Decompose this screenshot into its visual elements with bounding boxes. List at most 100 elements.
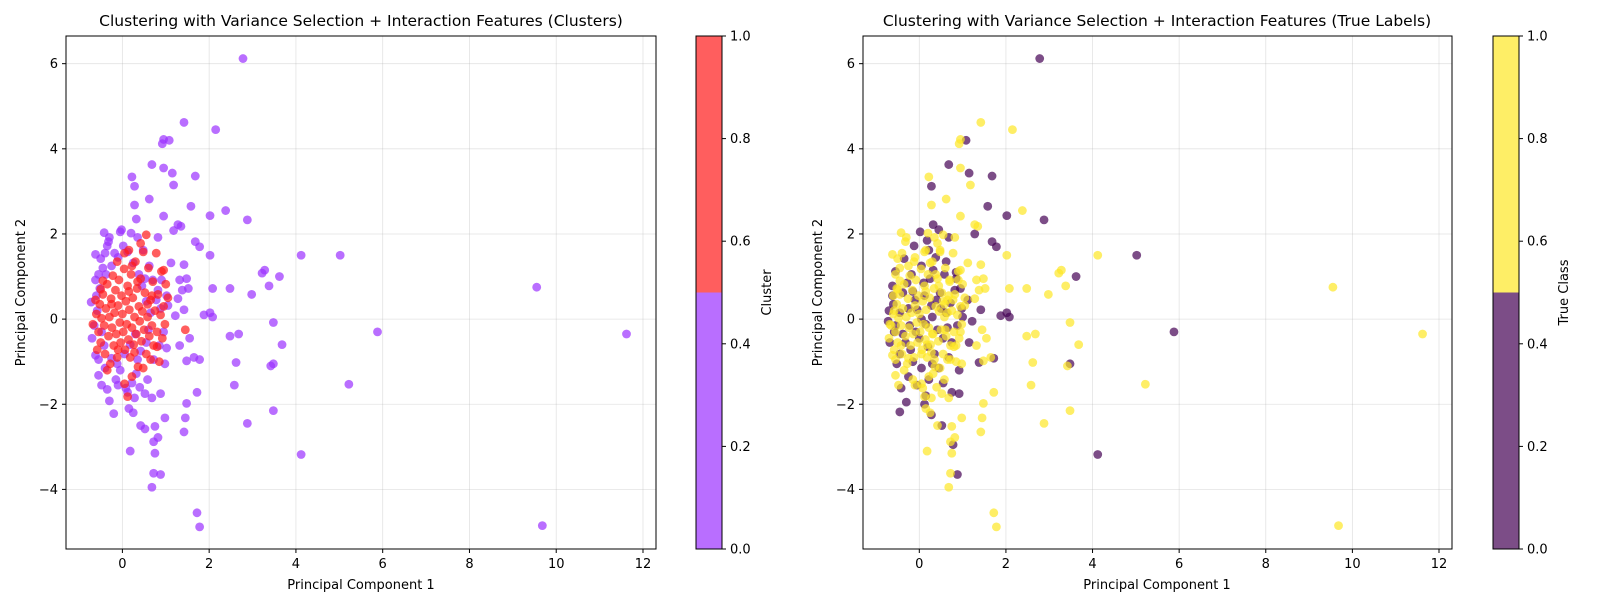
scatter-point-class-1 [113, 301, 123, 310]
scatter-point-class-0 [953, 470, 962, 479]
scatter-point-class-0 [211, 125, 221, 135]
scatter-point-class-0 [104, 396, 114, 406]
scatter-point-class-1 [938, 296, 948, 306]
scatter-point-class-0 [109, 409, 119, 419]
scatter-point-class-0 [182, 356, 192, 366]
scatter-point-class-0 [199, 310, 209, 320]
scatter-point-class-0 [102, 384, 112, 394]
scatter-point-class-1 [944, 393, 954, 403]
scatter-point-class-0 [208, 312, 218, 322]
scatter-point-class-1 [911, 275, 921, 285]
scatter-point-class-1 [97, 313, 106, 323]
y-tick-label: 4 [50, 142, 58, 157]
scatter-point-class-1 [1017, 206, 1027, 215]
scatter-point-class-1 [938, 230, 948, 240]
y-tick-label: 6 [847, 57, 855, 72]
scatter-point-class-1 [157, 333, 167, 343]
plot-frame [65, 35, 657, 550]
scatter-point-class-0 [964, 338, 974, 347]
scatter-point-class-1 [1140, 379, 1150, 389]
scatter-point-class-0 [195, 355, 205, 364]
scatter-point-class-0 [1035, 54, 1045, 63]
scatter-point-class-0 [225, 284, 235, 293]
scatter-point-class-0 [208, 284, 218, 293]
colorbar-label: Cluster [760, 269, 775, 316]
scatter-point-class-0 [179, 427, 189, 437]
scatter-point-class-1 [116, 338, 126, 347]
scatter-point-class-1 [886, 321, 896, 330]
scatter-point-class-0 [144, 194, 154, 204]
scatter-point-class-0 [622, 329, 631, 339]
colorbar-segment-low [696, 292, 722, 549]
scatter-point-class-0 [127, 378, 137, 388]
scatter-point-class-1 [947, 421, 957, 431]
scatter-point-class-1 [910, 252, 920, 262]
scatter-point-class-1 [1418, 329, 1427, 339]
scatter-point-class-0 [192, 387, 202, 397]
scatter-point-class-1 [956, 327, 965, 337]
scatter-point-class-1 [151, 248, 161, 258]
scatter-point-class-1 [156, 310, 165, 320]
scatter-point-class-1 [920, 392, 929, 401]
scatter-point-class-1 [123, 392, 132, 401]
scatter-point-class-1 [923, 228, 933, 238]
scatter-point-class-1 [927, 393, 936, 403]
scatter-point-class-0 [175, 275, 185, 285]
y-tick-label: −2 [39, 398, 58, 413]
scatter-point-class-1 [114, 275, 124, 285]
scatter-point-class-1 [895, 276, 905, 286]
true-labels-panel: Clustering with Variance Selection + Int… [811, 12, 1572, 593]
scatter-point-class-1 [991, 522, 1001, 532]
colorbar-tick-label: 0.8 [1527, 132, 1548, 147]
x-tick-label: 4 [1088, 557, 1096, 572]
scatter-point-class-0 [901, 397, 911, 407]
scatter-point-class-0 [242, 215, 252, 225]
scatter-point-class-1 [180, 325, 190, 335]
scatter-point-class-0 [130, 181, 139, 191]
scatter-point-class-1 [925, 408, 935, 418]
scatter-point-class-1 [896, 321, 906, 330]
scatter-point-class-0 [167, 168, 177, 178]
scatter-point-class-1 [127, 372, 137, 381]
scatter-point-class-1 [112, 353, 122, 362]
scatter-point-class-1 [972, 275, 981, 285]
scatter-point-class-1 [901, 237, 910, 247]
scatter-point-class-0 [159, 163, 169, 173]
scatter-point-class-1 [953, 275, 963, 285]
scatter-point-class-1 [924, 172, 934, 182]
scatter-point-class-1 [102, 365, 112, 375]
scatter-point-class-0 [296, 250, 306, 260]
scatter-point-class-1 [989, 387, 999, 397]
scatter-point-class-0 [195, 242, 205, 252]
scatter-point-class-1 [1039, 419, 1049, 428]
scatter-point-class-1 [904, 261, 913, 271]
scatter-point-class-0 [157, 139, 167, 149]
scatter-point-class-1 [956, 163, 965, 173]
colorbar-tick-label: 0.0 [1527, 543, 1548, 558]
scatter-point-class-0 [205, 211, 215, 221]
colorbar-tick-label: 0.4 [730, 337, 751, 352]
scatter-point-class-0 [149, 468, 159, 478]
scatter-point-class-0 [153, 232, 163, 242]
x-tick-label: 6 [379, 557, 387, 572]
scatter-point-class-1 [1061, 281, 1071, 291]
scatter-point-class-0 [125, 446, 135, 456]
scatter-point-class-1 [907, 308, 916, 318]
scatter-point-class-1 [138, 363, 148, 373]
scatter-point-class-1 [128, 293, 138, 303]
scatter-point-class-1 [124, 287, 134, 296]
scatter-point-class-1 [137, 307, 147, 316]
scatter-point-class-1 [953, 310, 962, 320]
scatter-point-class-1 [935, 245, 945, 255]
scatter-point-class-1 [927, 347, 936, 357]
scatter-point-class-0 [221, 206, 231, 215]
scatter-point-class-1 [945, 275, 955, 285]
scatter-point-class-0 [190, 171, 200, 181]
scatter-point-class-0 [944, 160, 954, 169]
scatter-point-class-1 [921, 287, 931, 296]
scatter-point-class-1 [973, 221, 983, 231]
scatter-point-class-0 [344, 379, 354, 389]
scatter-point-class-0 [127, 172, 137, 182]
y-tick-label: 2 [847, 227, 855, 242]
x-tick-label: 8 [1262, 557, 1270, 572]
